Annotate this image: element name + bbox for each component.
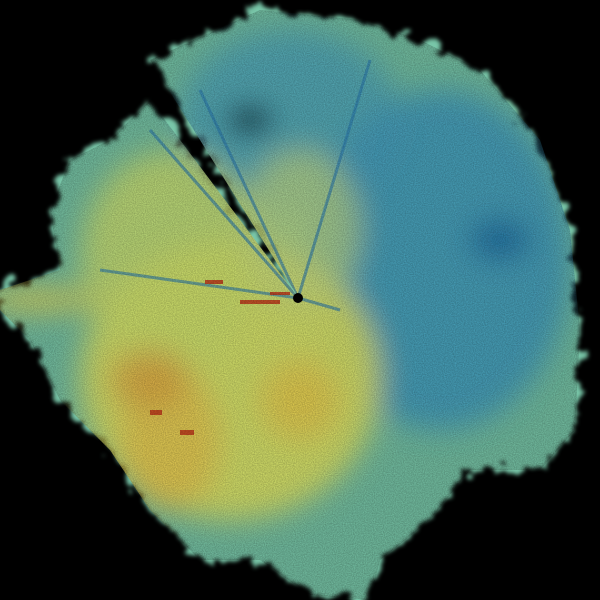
radar-site xyxy=(293,293,303,303)
